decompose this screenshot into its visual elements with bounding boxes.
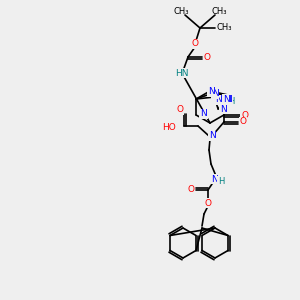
Text: O: O <box>203 52 211 62</box>
Text: O: O <box>239 118 247 127</box>
Text: HO: HO <box>162 124 176 133</box>
Text: N: N <box>220 104 226 113</box>
Text: H: H <box>213 95 220 104</box>
Text: N: N <box>212 89 218 98</box>
Text: N: N <box>215 95 222 104</box>
Text: O: O <box>191 40 199 49</box>
Text: CH₃: CH₃ <box>211 8 227 16</box>
Text: CH₃: CH₃ <box>216 23 232 32</box>
Text: N: N <box>224 95 230 104</box>
Text: HN: HN <box>175 68 189 77</box>
Text: CH₃: CH₃ <box>173 8 189 16</box>
Text: H: H <box>218 176 224 185</box>
Text: O: O <box>188 185 194 194</box>
Text: O: O <box>176 106 184 115</box>
Text: N: N <box>208 88 214 97</box>
Text: H: H <box>213 95 220 104</box>
Text: O: O <box>242 110 248 119</box>
Text: N: N <box>211 175 218 184</box>
Text: O: O <box>205 199 212 208</box>
Text: N: N <box>223 94 230 103</box>
Text: H: H <box>228 98 234 106</box>
Text: N: N <box>226 94 232 103</box>
Text: N: N <box>208 131 215 140</box>
Text: N: N <box>200 110 207 118</box>
